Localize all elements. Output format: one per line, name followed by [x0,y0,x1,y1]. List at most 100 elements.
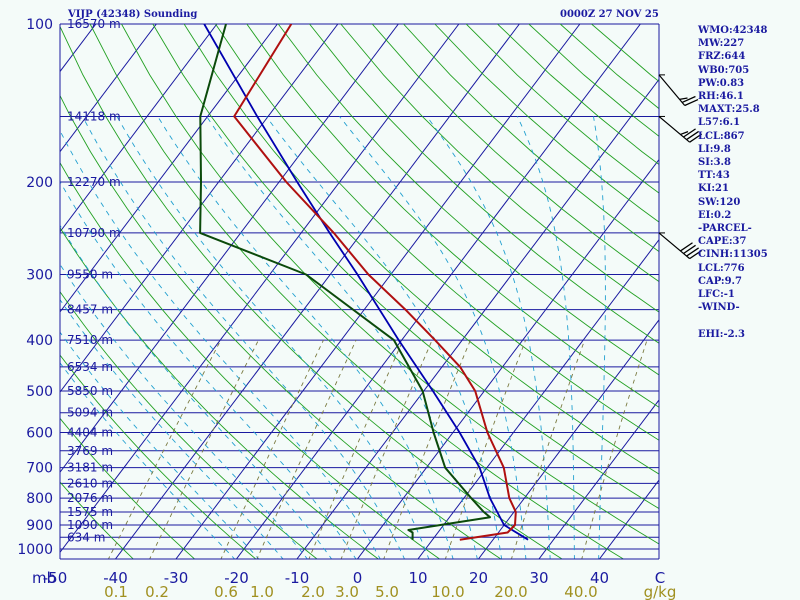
index-line: TT:43 [698,170,730,182]
wind-barb-flag [686,130,700,141]
isotherm-line [477,319,659,559]
station-title: VIJP (42348) Sounding [68,9,198,20]
index-line: FRZ:644 [698,51,746,63]
temperature-tick-label: -30 [164,569,189,587]
dry-adiabat-line [60,354,257,559]
height-label: 3181 m [67,461,113,475]
mixing-ratio-lines [107,339,648,559]
dry-adiabat-line [60,481,134,559]
pressure-tick-label: 600 [26,426,53,442]
mixing-ratio-label: 10.0 [431,583,464,600]
moist-adiabat-line [60,331,260,559]
moist-adiabat-line [593,116,606,559]
indices-panel: WMO:42348 MW:227 FRZ:644 WB0:705 PW:0.83 RH:4… [698,24,798,341]
temperature-tick-label: -50 [43,569,68,587]
height-label: 2076 m [67,491,113,505]
wind-barb-flag [689,249,703,260]
temperature-tick-label: -20 [224,569,249,587]
mixing-ratio-label: 1.0 [250,583,274,600]
moist-adiabat-line [265,116,503,559]
temperature-tick-label: -10 [285,569,310,587]
isotherm-line [60,24,278,313]
mixing-ratio-unit-label: g/kg [644,583,677,600]
temperature-tick-label: 0 [353,569,363,587]
isotherm-line [175,24,581,559]
height-label: 7510 m [67,333,113,347]
wind-barb-flag [684,98,699,107]
index-line: L57:6.1 [698,117,741,129]
pressure-unit-label: mb [32,569,56,587]
mixing-ratio-line [256,339,357,559]
dry-adiabat-line [60,161,441,559]
dry-adiabat-line [309,24,659,344]
isotherm-line [114,24,520,559]
height-label: 1090 m [67,518,113,532]
wind-barb [658,115,703,143]
height-label: 634 m [67,530,105,544]
height-label: 5094 m [67,406,113,420]
mixing-ratio-label: 0.2 [145,583,169,600]
wind-barb-staff [658,232,691,260]
wind-barb-flag [686,247,700,257]
dry-adiabat-line [183,24,659,475]
isotherm-line [60,24,218,233]
temperature-tick-label: 40 [590,569,609,587]
pressure-tick-label: 300 [26,267,53,283]
index-line: MAXT:25.8 [698,104,760,116]
wind-barb-flag [689,133,703,143]
moist-adiabat-line [116,116,430,559]
height-label: 2610 m [67,476,113,490]
index-line: CINH:11305 [698,249,768,261]
dry-adiabat-line [89,24,625,559]
index-line: RH:46.1 [698,91,744,103]
mixing-ratio-line [510,339,586,559]
isotherm-line [60,24,460,554]
isotherm-line [0,24,35,560]
parcel-profile-line [203,24,529,541]
mixing-ratio-label: 0.1 [104,583,128,600]
wind-barb-flag [680,242,693,252]
mixing-ratio-label: 5.0 [375,583,399,600]
moist-adiabat-lines [60,116,606,559]
dry-adiabat-line [246,24,659,408]
isotherm-line [60,24,157,153]
height-label: 1575 m [67,505,113,519]
mixing-ratio-label: 2.0 [301,583,325,600]
mixing-ratio-line [308,339,404,559]
isotherm-line [538,399,659,559]
index-line: EI:0.2 [698,209,732,221]
temperature-profile-line [233,24,517,541]
temperature-tick-label: 30 [529,569,548,587]
dry-adiabat-line [277,24,659,376]
mixing-ratio-label: 20.0 [494,583,527,600]
mixing-ratio-line [383,339,471,559]
wind-barb [658,74,699,107]
index-line: PW:0.83 [698,77,745,89]
index-line: CAP:9.7 [698,275,742,287]
sounding-profiles [199,24,529,541]
moist-adiabat-line [60,224,333,559]
dry-adiabat-line [215,24,659,441]
pressure-tick-label: 1000 [17,542,53,558]
mixing-ratio-line [581,339,648,559]
moist-adiabat-line [60,298,284,559]
dry-adiabat-line [121,24,659,545]
dry-adiabat-lines [60,24,659,559]
height-label: 3769 m [67,444,113,458]
moist-adiabat-line [60,362,236,559]
moist-adiabat-line [82,116,405,559]
moist-adiabat-line [516,116,575,559]
index-line: LI:9.8 [698,143,731,155]
index-line: -WIND- [698,302,740,314]
wind-barb-staff [658,115,691,143]
mixing-ratio-line [340,339,433,559]
wind-barb-flag [680,131,689,136]
wind-barbs [658,74,703,260]
index-line: SW:120 [698,196,741,208]
height-label: 10790 m [67,226,121,240]
mixing-ratio-label: 0.6 [214,583,238,600]
wind-barb-flag [683,128,696,138]
